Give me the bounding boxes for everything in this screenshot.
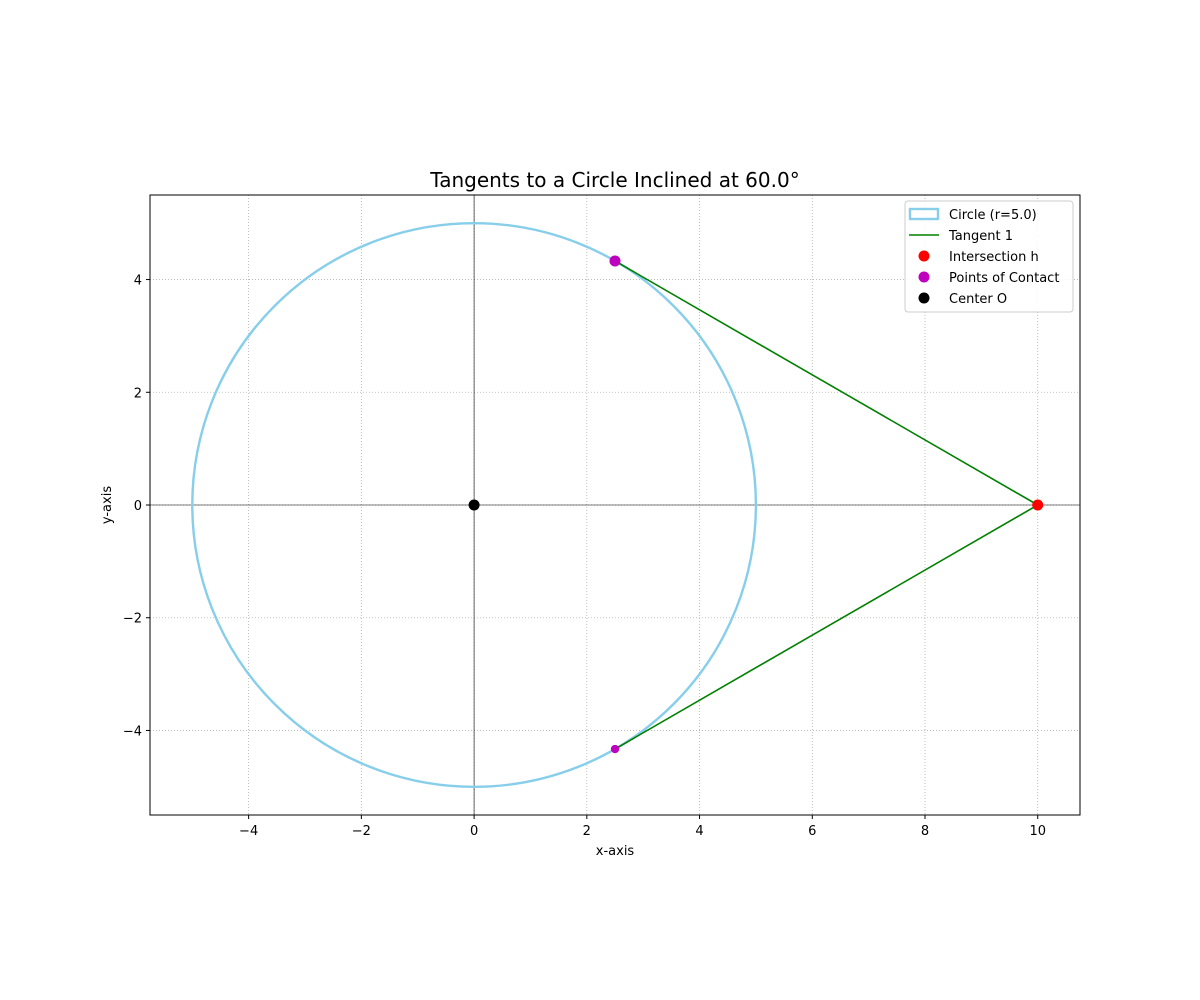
legend-swatch-marker bbox=[918, 292, 930, 304]
x-tick-label: 8 bbox=[921, 824, 929, 839]
contact-point-1 bbox=[609, 255, 621, 267]
chart-title: Tangents to a Circle Inclined at 60.0° bbox=[429, 168, 799, 192]
legend-swatch-marker bbox=[918, 250, 930, 262]
legend-label: Center O bbox=[949, 292, 1007, 307]
circle-outline bbox=[191, 221, 758, 789]
legend-label: Tangent 1 bbox=[948, 229, 1013, 244]
y-tick-label: 2 bbox=[134, 386, 142, 401]
legend-label: Points of Contact bbox=[949, 271, 1059, 286]
plot-content bbox=[150, 195, 1080, 815]
legend-label: Intersection h bbox=[949, 250, 1039, 265]
plot-area: −4 −2 0 2 4 6 8 10 −4 −2 0 2 4 bbox=[123, 194, 1081, 839]
contact-point-2 bbox=[610, 744, 620, 754]
tangent-line-1 bbox=[614, 260, 1039, 506]
y-tick-label: 0 bbox=[134, 499, 142, 514]
y-tick-label: 4 bbox=[134, 274, 142, 289]
x-tick-label: −4 bbox=[239, 824, 258, 839]
legend-box bbox=[904, 200, 1074, 313]
x-tick-label: 10 bbox=[1029, 824, 1046, 839]
legend-swatch-marker bbox=[918, 271, 930, 283]
tangent-line-2 bbox=[614, 504, 1039, 750]
y-axis-label: y-axis bbox=[100, 486, 115, 524]
x-tick-label: −2 bbox=[352, 824, 371, 839]
x-axis-label: x-axis bbox=[596, 844, 635, 859]
intersection-point bbox=[1032, 499, 1044, 511]
x-tick-label: 6 bbox=[808, 824, 816, 839]
legend-label: Circle (r=5.0) bbox=[949, 208, 1037, 223]
legend-swatch-circle bbox=[908, 207, 940, 221]
legend: Circle (r=5.0) Tangent 1 Intersection h Poi… bbox=[904, 200, 1074, 313]
x-tick-label: 0 bbox=[470, 824, 478, 839]
y-tick-label: −4 bbox=[123, 724, 142, 739]
y-tick-label: −2 bbox=[123, 612, 142, 627]
x-tick-label: 2 bbox=[583, 824, 591, 839]
x-tick-label: 4 bbox=[695, 824, 703, 839]
center-point bbox=[468, 499, 480, 511]
